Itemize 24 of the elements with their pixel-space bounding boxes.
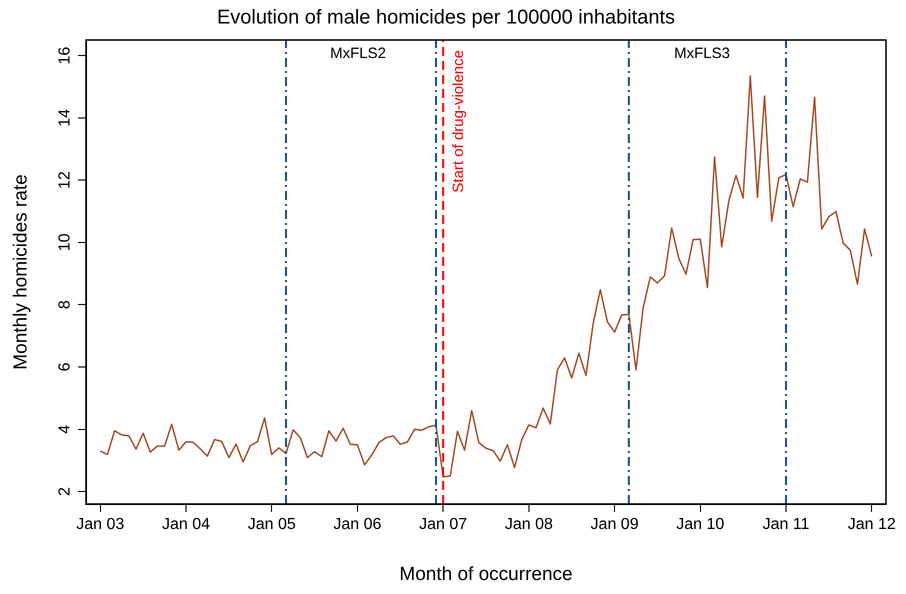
x-tick-label: Jan 10 — [676, 516, 724, 534]
y-axis-title: Monthly homicides rate — [10, 174, 32, 370]
x-tick-label: Jan 05 — [248, 516, 296, 534]
annotation: MxFLS3 — [674, 45, 730, 62]
annotation: MxFLS2 — [330, 45, 386, 62]
y-tick-label: 8 — [56, 300, 74, 310]
x-tick-label: Jan 04 — [162, 516, 210, 534]
x-tick-label: Jan 03 — [76, 516, 124, 534]
x-tick-label: Jan 06 — [333, 516, 382, 534]
x-axis-title: Month of occurrence — [399, 564, 573, 585]
y-tick-label: 2 — [56, 486, 74, 496]
y-tick-label: 6 — [56, 362, 74, 372]
x-tick-label: Jan 12 — [848, 516, 896, 534]
y-tick-label: 16 — [56, 46, 74, 64]
y-tick-label: 4 — [56, 424, 74, 434]
ref-line-label: Start of drug-violence — [450, 50, 467, 193]
chart-title: Evolution of male homicides per 100000 inhabitants — [216, 6, 676, 29]
y-tick-label: 12 — [56, 171, 74, 190]
x-tick-label: Jan 08 — [504, 516, 553, 534]
y-tick-label: 14 — [56, 108, 74, 127]
x-tick-label: Jan 07 — [419, 516, 468, 534]
y-tick-label: 10 — [56, 233, 74, 252]
x-tick-label: Jan 09 — [590, 516, 639, 534]
x-tick-label: Jan 11 — [762, 516, 810, 534]
